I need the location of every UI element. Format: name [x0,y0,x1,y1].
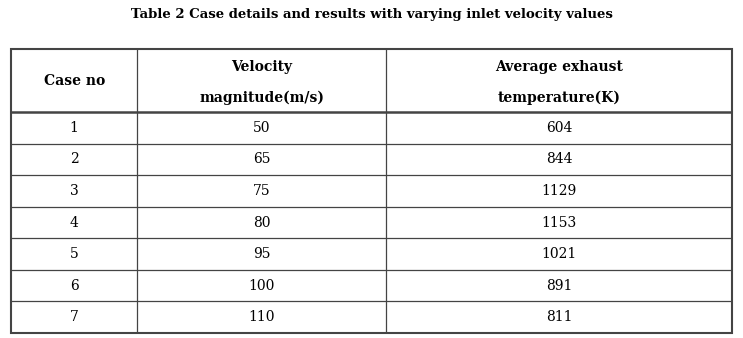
Text: 2: 2 [70,152,79,166]
Text: 50: 50 [253,121,270,135]
Text: 80: 80 [253,216,270,230]
Text: 65: 65 [253,152,270,166]
Text: 95: 95 [253,247,270,261]
Text: 811: 811 [545,310,572,324]
Text: 5: 5 [70,247,79,261]
Text: temperature(K): temperature(K) [497,91,620,105]
Text: 844: 844 [545,152,572,166]
Text: 6: 6 [70,279,79,293]
Text: Table 2 Case details and results with varying inlet velocity values: Table 2 Case details and results with va… [131,8,612,21]
Text: magnitude(m/s): magnitude(m/s) [199,91,324,105]
Text: 75: 75 [253,184,270,198]
Text: Case no: Case no [44,74,105,88]
Text: 604: 604 [545,121,572,135]
Text: 891: 891 [545,279,572,293]
Text: 3: 3 [70,184,79,198]
Text: 4: 4 [70,216,79,230]
Text: 1021: 1021 [541,247,577,261]
Text: 1153: 1153 [541,216,577,230]
Text: 7: 7 [70,310,79,324]
Text: Average exhaust: Average exhaust [495,60,623,74]
Text: 1129: 1129 [541,184,577,198]
Text: 100: 100 [248,279,275,293]
Text: 110: 110 [248,310,275,324]
Text: 1: 1 [70,121,79,135]
Text: Velocity: Velocity [231,60,292,74]
